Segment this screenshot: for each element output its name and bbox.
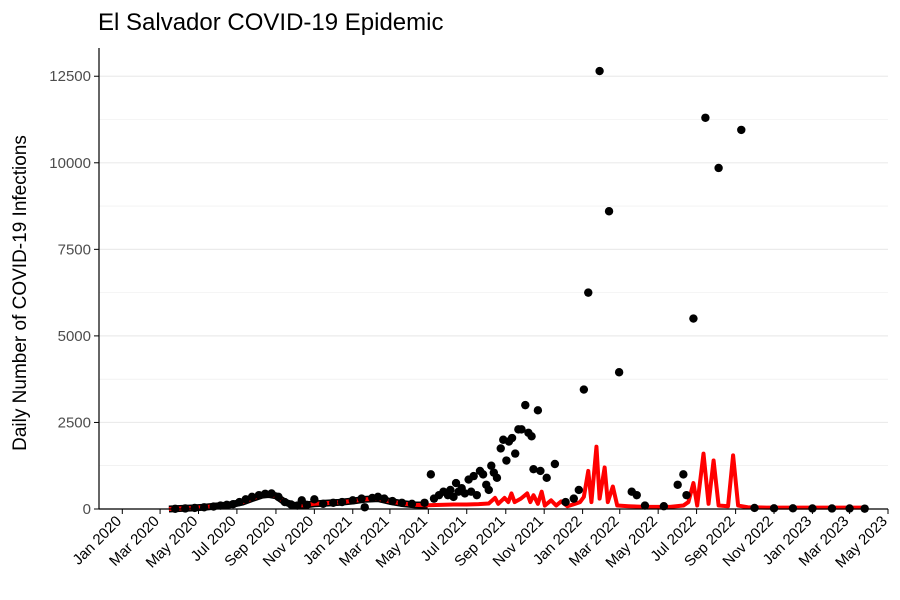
data-point	[420, 498, 429, 507]
data-point	[569, 494, 578, 503]
data-point	[216, 501, 225, 510]
data-point	[310, 495, 319, 504]
data-point	[529, 464, 538, 474]
data-point	[274, 492, 283, 502]
data-point	[190, 503, 199, 513]
data-point	[472, 490, 482, 500]
data-point	[561, 497, 570, 507]
data-point	[478, 470, 488, 479]
y-tick-label: 5000	[58, 328, 91, 345]
data-point	[521, 400, 530, 410]
data-point	[511, 449, 520, 458]
data-point	[280, 497, 289, 507]
data-point	[574, 485, 584, 495]
data-point	[673, 480, 682, 489]
data-point	[689, 314, 698, 323]
data-point	[533, 406, 543, 415]
data-point	[484, 485, 493, 495]
y-tick-label: 12500	[49, 68, 91, 85]
y-axis-label: Daily Number of COVID-19 Infections	[10, 135, 31, 451]
data-point	[329, 498, 338, 507]
data-point	[679, 470, 688, 479]
data-point	[373, 492, 383, 502]
data-point	[496, 444, 505, 453]
grid-layer	[99, 75, 888, 510]
data-point	[595, 66, 604, 76]
data-point	[446, 485, 455, 495]
data-point	[737, 125, 746, 135]
data-point	[632, 490, 641, 500]
data-point	[604, 207, 614, 216]
points-layer	[170, 66, 869, 514]
data-point	[584, 288, 593, 297]
data-point	[318, 499, 328, 509]
data-point	[788, 504, 798, 513]
data-point	[380, 494, 389, 503]
data-point	[199, 503, 209, 512]
data-point	[302, 500, 311, 510]
data-point	[492, 473, 502, 483]
y-tick-label: 7500	[58, 241, 91, 258]
data-point	[357, 494, 366, 503]
data-point	[397, 498, 407, 507]
data-point	[769, 504, 779, 513]
data-point	[247, 492, 257, 502]
data-point	[460, 489, 470, 498]
y-tick-label: 10000	[49, 155, 91, 172]
data-point	[542, 473, 551, 483]
data-point	[286, 500, 296, 509]
data-point	[536, 466, 545, 476]
data-point	[659, 502, 669, 511]
y-tick-label: 0	[83, 501, 91, 518]
data-point	[682, 490, 691, 500]
y-tick-label: 2500	[58, 414, 91, 431]
chart-title: El Salvador COVID-19 Epidemic	[98, 9, 443, 36]
data-point	[507, 433, 517, 443]
data-point	[451, 478, 461, 488]
data-point	[517, 425, 526, 434]
data-point	[261, 489, 270, 498]
data-point	[235, 497, 244, 507]
data-point	[502, 456, 511, 465]
data-point	[469, 471, 478, 481]
data-point	[550, 459, 560, 469]
data-point	[222, 500, 232, 510]
data-point	[254, 490, 264, 500]
data-point	[267, 489, 276, 498]
data-point	[388, 496, 397, 506]
data-point	[241, 495, 250, 504]
data-point	[614, 368, 624, 377]
data-point	[348, 496, 357, 505]
data-point	[714, 163, 723, 173]
data-point	[527, 432, 536, 441]
data-point	[360, 503, 369, 512]
data-point	[701, 113, 710, 122]
data-point	[426, 470, 436, 479]
data-point	[337, 497, 347, 507]
data-point	[449, 492, 458, 502]
data-point	[579, 385, 589, 394]
data-point	[407, 499, 417, 509]
data-point	[640, 501, 650, 510]
data-point	[750, 503, 759, 513]
data-point	[487, 461, 496, 470]
